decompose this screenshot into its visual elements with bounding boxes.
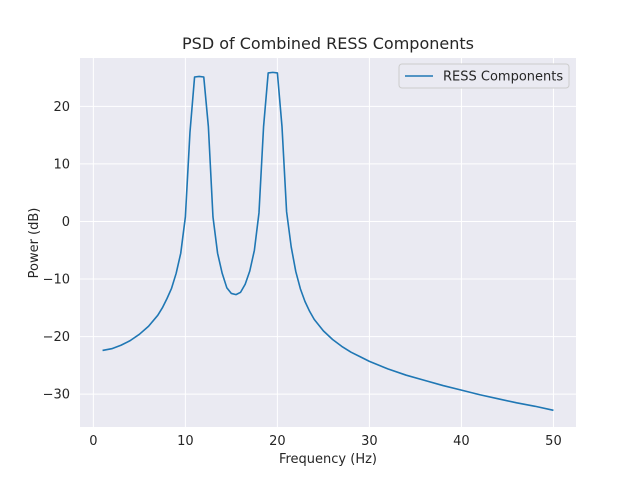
y-tick-label: −30 — [43, 388, 70, 403]
y-tick-label: 10 — [53, 157, 70, 172]
legend-entry-label: RESS Components — [443, 70, 563, 85]
y-axis-label: Power (dB) — [27, 208, 42, 279]
tick-labels: 0 10 20 30 40 50 −30 −20 −10 0 10 20 — [43, 100, 562, 449]
y-tick-label: −20 — [43, 330, 70, 345]
x-axis-label: Frequency (Hz) — [279, 452, 377, 467]
y-tick-label: −10 — [43, 273, 70, 288]
plot-area — [80, 58, 576, 427]
x-tick-label: 50 — [545, 434, 562, 449]
chart-title: PSD of Combined RESS Components — [182, 34, 474, 53]
y-tick-label: 0 — [62, 215, 70, 230]
legend-box — [398, 63, 570, 89]
grid-lines — [80, 58, 576, 427]
data-series — [102, 71, 554, 412]
legend: RESS Components — [398, 63, 570, 89]
series-line-ress-components — [102, 71, 554, 412]
x-tick-label: 10 — [177, 434, 194, 449]
x-tick-label: 30 — [361, 434, 378, 449]
y-tick-label: 20 — [53, 100, 70, 115]
x-tick-label: 0 — [89, 434, 97, 449]
x-tick-label: 40 — [453, 434, 470, 449]
x-tick-label: 20 — [269, 434, 286, 449]
